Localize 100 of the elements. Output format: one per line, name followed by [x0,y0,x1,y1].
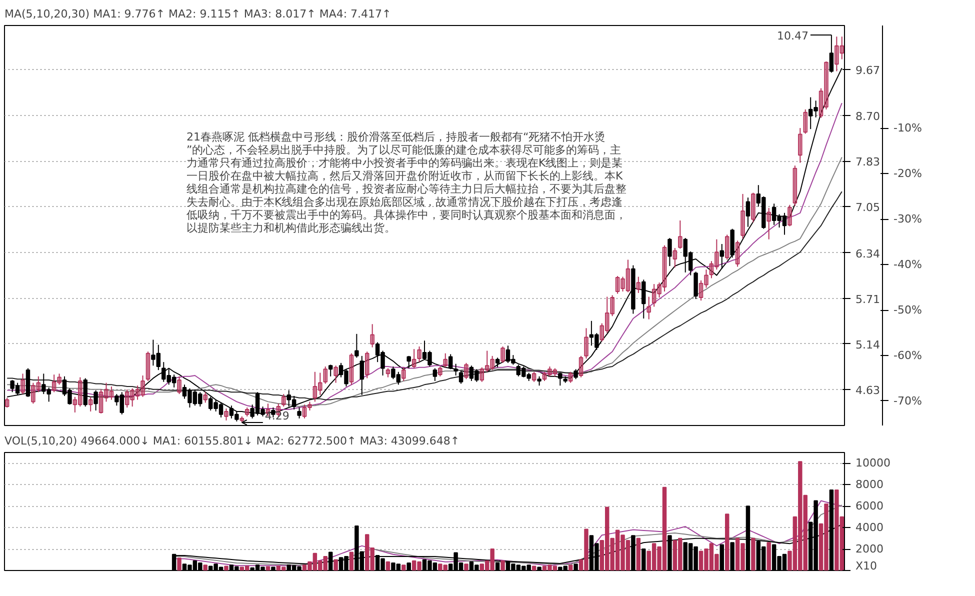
y2-tick-label: -20% [894,167,922,180]
y-tick-label: 10000 [856,456,890,470]
candlestick [646,296,651,320]
candlestick [672,248,678,268]
candlestick [484,350,490,372]
candlestick [124,388,130,408]
bar [724,514,730,570]
candlestick [542,371,547,382]
bar [766,542,771,570]
candlestick [735,240,740,268]
candlestick [600,322,604,342]
candlestick [438,366,442,377]
candlestick [552,368,558,377]
y2-tick-label: -70% [894,394,922,408]
candlestick [448,354,453,370]
y-tick-label: 6.34 [856,247,880,260]
candlestick [177,376,182,395]
candlestick [328,364,333,377]
bar [568,564,573,570]
candlestick [109,386,114,400]
bar [464,564,468,570]
bar [266,566,270,570]
candlestick [244,407,250,417]
candlestick [652,284,656,308]
candlestick [334,365,338,384]
candlestick [568,371,573,384]
candlestick [798,128,802,164]
candlestick [803,108,808,134]
candlestick [709,260,714,279]
candlestick [720,243,724,270]
y2-tick-label: -60% [894,349,922,362]
candlestick [454,363,458,376]
candlestick [349,352,354,386]
candlestick [464,362,468,380]
candlestick [432,368,438,382]
y2-tick-label: -30% [894,212,922,226]
candlestick [146,351,150,382]
candlestick [610,294,614,317]
candlestick [558,372,562,386]
candlestick [140,374,145,398]
candlestick [662,244,667,292]
y-tick-label: 2000 [856,542,884,556]
candlestick [130,388,134,408]
candlestick [57,373,62,386]
y2-tick-label: -50% [894,304,922,317]
y2-tick-label: -10% [894,122,922,135]
bar [500,560,505,570]
candlestick [746,197,750,228]
candlestick [490,355,494,371]
candlestick [626,259,630,293]
candlestick [788,204,792,227]
bar [203,564,208,570]
candlestick [52,374,56,393]
y-tick-label: 5.14 [856,338,880,352]
bar [532,566,536,570]
candlestick [318,372,322,396]
candlestick [297,407,302,419]
candlestick [203,392,208,404]
annotation: 4.29 [264,409,290,422]
candlestick [584,328,588,360]
annotation: 10.47 [776,29,808,42]
candlestick [657,282,662,298]
candlestick [678,220,682,250]
candlestick [840,36,844,60]
candlestick [704,269,708,288]
candlestick [36,376,41,393]
candlestick [532,371,536,382]
bar [349,552,354,570]
y-tick-label: X10 [856,560,878,572]
y-tick-label: 4.63 [856,384,880,397]
candlestick [302,404,307,419]
candlestick [740,193,745,240]
bar [636,538,641,570]
candlestick [4,397,10,408]
candlestick [834,36,839,72]
candlestick [578,355,584,378]
candlestick [78,376,82,408]
candlestick [98,388,104,414]
candlestick [766,207,771,240]
candlestick [698,280,704,302]
candlestick [668,237,672,267]
candlestick [480,366,484,382]
y-tick-label: 5.71 [856,292,880,306]
candlestick [714,238,719,270]
bar [386,561,390,570]
candlestick [386,368,390,378]
candlestick [370,324,374,348]
annotation: 21春燕啄泥 低档横盘中弓形线：股价滑落至低档后，持股者一般都有“死猪不怕开水烫”的心态，不会轻易出脱手中持股。为了以尽可能低廉的建仓成本获得尽可能多的筹码，主力通常只有通过拉高股价，才能将中小投资者手中的筹码骗出来。表现在K线图上，则是某一日股价在盘中被大幅拉高，然后又滑落回开盘价附近收市，从而留下长长的上影线。本K线组合通常是机构拉高建仓的信号，投资者应耐心等待主力日后大幅拉抬，不要为其后盘整失去耐心。由于本K线组合多出现在原始底部区域，故通常情况下股价越在下打压，考虑逢低吸纳，千万不要被震出手中的筹码。具体操作中，要同时认真观察个股基本面和消息面，以提防某些主力和机构借此形态骗线出货。 [186,130,626,234]
y-tick-label: 7.05 [856,201,880,214]
chart-title: MA(5,10,20,30) MA1: 9.776↑ MA2: 9.115↑ MA3: 8.017↑ MA4: 7.417↑ [4,8,392,20]
candlestick [104,382,108,402]
candlestick [642,279,646,320]
bar [402,564,406,570]
candlestick [495,357,500,368]
candlestick [224,408,228,421]
candlestick [402,366,406,382]
candlestick [615,276,620,294]
candlestick [20,373,25,395]
candlestick [620,276,625,292]
candlestick [88,396,93,412]
